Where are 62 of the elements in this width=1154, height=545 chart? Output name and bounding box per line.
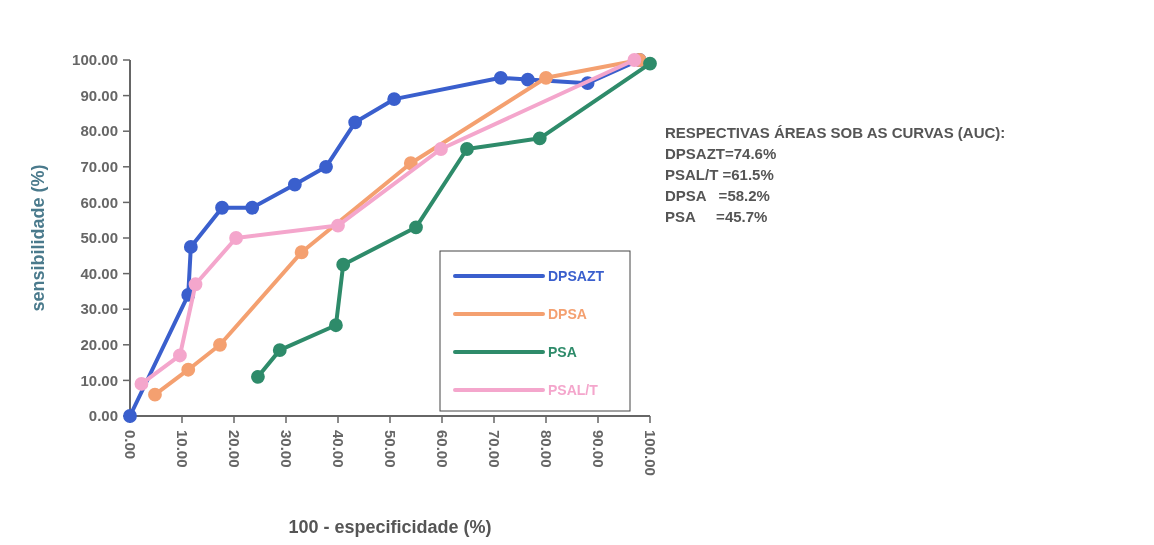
point [643, 56, 657, 71]
point [229, 231, 243, 245]
y-tick-label: 80.00 [80, 122, 118, 140]
x-tick-label: 0.00 [121, 430, 139, 460]
x-tick-label: 60.00 [433, 430, 451, 468]
point [181, 362, 196, 377]
text: DPSAZT [548, 267, 605, 284]
point [460, 142, 474, 156]
y-axis-title: sensibilidade (%) [28, 164, 48, 312]
point [520, 72, 535, 87]
y-tick-label: 70.00 [80, 158, 118, 176]
point [213, 337, 227, 352]
point [251, 369, 265, 384]
x-tick-label: 100.00 [641, 430, 659, 476]
y-tick-label: 60.00 [80, 193, 118, 211]
text: PSAL/T =61.5% [665, 166, 774, 183]
text: PSA =45.7% [665, 208, 768, 225]
point [348, 115, 363, 130]
y-tick-label: 10.00 [80, 371, 118, 389]
y-tick-label: 40.00 [80, 264, 118, 282]
point [387, 92, 402, 107]
point [183, 240, 198, 254]
point [188, 277, 203, 292]
text: DPSA [548, 305, 587, 322]
point [272, 343, 287, 358]
point [287, 177, 302, 192]
y-tick-label: 50.00 [80, 229, 118, 247]
point [627, 53, 642, 67]
x-tick-label: 40.00 [329, 430, 347, 468]
y-tick-label: 30.00 [80, 300, 118, 318]
x-tick-label: 90.00 [589, 430, 607, 468]
text: DPSAZT=74.6% [665, 145, 777, 162]
x-tick-label: 10.00 [173, 430, 191, 468]
text: PSA [548, 343, 577, 360]
point [173, 348, 187, 363]
point [434, 142, 448, 156]
y-tick-label: 0.00 [88, 407, 118, 425]
y-tick-label: 90.00 [80, 86, 118, 104]
x-axis-title: 100 - especificidade (%) [288, 517, 492, 537]
text: RESPECTIVAS ÁREAS SOB AS CURVAS (AUC): [665, 124, 1006, 141]
y-tick-label: 20.00 [80, 336, 118, 354]
point [319, 159, 333, 174]
point [336, 257, 351, 272]
point [329, 318, 343, 333]
y-tick-label: 100.00 [72, 51, 118, 69]
x-tick-label: 50.00 [381, 430, 399, 468]
point [493, 70, 508, 85]
x-tick-label: 80.00 [537, 430, 555, 468]
text: DPSA =58.2% [665, 187, 770, 204]
x-tick-label: 20.00 [225, 430, 243, 468]
point [294, 245, 309, 260]
point [245, 200, 260, 215]
point [134, 377, 149, 391]
point [148, 387, 162, 402]
point [532, 131, 547, 146]
text: PSAL/T [548, 381, 599, 398]
point [215, 200, 229, 215]
point [331, 218, 345, 233]
x-tick-label: 70.00 [485, 430, 503, 468]
point [409, 220, 423, 235]
point [539, 70, 553, 85]
x-tick-label: 30.00 [277, 430, 295, 468]
